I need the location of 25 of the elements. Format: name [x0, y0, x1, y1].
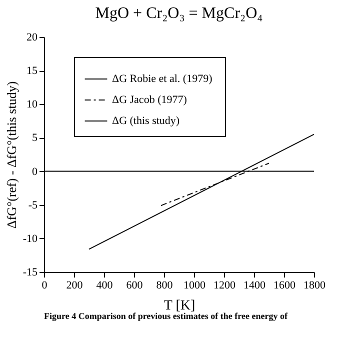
y-tick-label: -10	[22, 232, 38, 245]
y-tick-label: 20	[26, 32, 38, 44]
caption: Figure 4 Comparison of previous estimates of the free energy of	[44, 311, 288, 321]
x-tick-label: 1200	[214, 280, 236, 292]
x-tick-label: 1800	[304, 280, 326, 292]
y-tick-label: 10	[26, 98, 38, 111]
legend-label: ΔG Jacob (1977)	[112, 94, 188, 106]
y-tick-label: 15	[26, 65, 38, 78]
x-axis-title: T [K]	[164, 298, 196, 314]
x-tick-label: 1000	[184, 280, 206, 292]
x-tick-label: 800	[156, 280, 174, 292]
x-tick-label: 0	[42, 280, 48, 292]
legend-label: ΔG (this study)	[112, 115, 180, 127]
x-tick-label: 1400	[244, 280, 266, 292]
legend-label: ΔG Robie et al. (1979)	[112, 73, 213, 85]
x-tick-label: 1600	[274, 280, 296, 292]
y-tick-label: -15	[22, 266, 38, 278]
y-axis-title: ΔfG°(ref) - ΔfG°(this study)	[4, 81, 19, 229]
y-tick-label: 5	[32, 132, 38, 144]
y-tick-label: 0	[32, 166, 38, 178]
x-tick-label: 600	[126, 280, 144, 292]
chart-title: MgO + Cr₂O₃ = MgCr₂O₄	[95, 5, 264, 22]
x-tick-label: 400	[96, 280, 114, 292]
x-tick-label: 200	[66, 280, 84, 292]
y-tick-label: -5	[28, 199, 38, 212]
